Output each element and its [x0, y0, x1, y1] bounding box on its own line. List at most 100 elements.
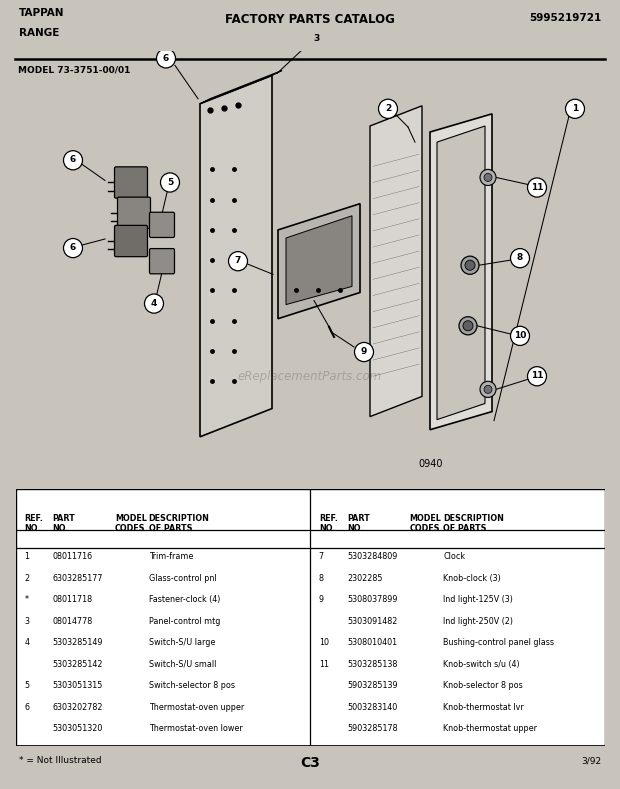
Text: *: *	[24, 595, 29, 604]
Circle shape	[161, 173, 180, 192]
Text: 08011716: 08011716	[53, 552, 93, 561]
Text: Glass-control pnl: Glass-control pnl	[149, 574, 216, 582]
Circle shape	[510, 249, 529, 267]
Text: 6: 6	[70, 243, 76, 252]
Circle shape	[144, 294, 164, 313]
Circle shape	[484, 385, 492, 394]
Text: Panel-control mtg: Panel-control mtg	[149, 616, 220, 626]
Text: RANGE: RANGE	[19, 28, 59, 38]
Text: TAPPAN: TAPPAN	[19, 8, 64, 17]
Text: 08011718: 08011718	[53, 595, 93, 604]
Polygon shape	[286, 215, 352, 305]
Text: Trim-frame: Trim-frame	[149, 552, 193, 561]
Text: 9: 9	[361, 347, 367, 356]
Circle shape	[565, 99, 585, 118]
Text: PART
NO.: PART NO.	[53, 514, 76, 533]
Text: Switch-S/U large: Switch-S/U large	[149, 638, 215, 647]
FancyBboxPatch shape	[115, 166, 148, 198]
FancyBboxPatch shape	[115, 226, 148, 256]
Text: 8: 8	[517, 253, 523, 263]
Text: DESCRIPTION
OF PARTS: DESCRIPTION OF PARTS	[149, 514, 210, 533]
Text: 5: 5	[24, 681, 30, 690]
Text: 4: 4	[151, 299, 157, 308]
Text: 1: 1	[24, 552, 29, 561]
FancyBboxPatch shape	[149, 212, 174, 237]
FancyBboxPatch shape	[149, 249, 174, 274]
Text: 5903285178: 5903285178	[347, 724, 398, 733]
Polygon shape	[200, 76, 272, 437]
Text: 5303284809: 5303284809	[347, 552, 397, 561]
Text: Clock: Clock	[443, 552, 466, 561]
Text: 3: 3	[24, 616, 29, 626]
Text: 6303285177: 6303285177	[53, 574, 103, 582]
Text: Bushing-control panel glass: Bushing-control panel glass	[443, 638, 554, 647]
Text: 5003283140: 5003283140	[347, 702, 397, 712]
Text: 9: 9	[319, 595, 324, 604]
Text: 11: 11	[319, 660, 329, 668]
Text: MODEL
CODES: MODEL CODES	[409, 514, 441, 533]
Circle shape	[528, 367, 546, 386]
Text: 11: 11	[531, 372, 543, 380]
Text: 08014778: 08014778	[53, 616, 93, 626]
Text: eReplacementParts.com: eReplacementParts.com	[238, 370, 382, 383]
Circle shape	[461, 256, 479, 275]
Text: REF.
NO.: REF. NO.	[24, 514, 43, 533]
Text: 7: 7	[319, 552, 324, 561]
Text: FACTORY PARTS CATALOG: FACTORY PARTS CATALOG	[225, 13, 395, 26]
Text: 8: 8	[319, 574, 324, 582]
Text: MODEL
CODES: MODEL CODES	[115, 514, 147, 533]
Text: 4: 4	[24, 638, 29, 647]
Circle shape	[355, 342, 373, 361]
Circle shape	[63, 238, 82, 258]
Circle shape	[484, 174, 492, 181]
Text: Knob-selector 8 pos: Knob-selector 8 pos	[443, 681, 523, 690]
Text: C3: C3	[300, 757, 320, 770]
Text: 5903285139: 5903285139	[347, 681, 398, 690]
Text: 10: 10	[319, 638, 329, 647]
Text: 5303285138: 5303285138	[347, 660, 397, 668]
Circle shape	[463, 321, 473, 331]
Circle shape	[480, 381, 496, 398]
Circle shape	[465, 260, 475, 271]
Text: 6: 6	[24, 702, 29, 712]
Text: 11: 11	[531, 183, 543, 192]
Text: 5303285149: 5303285149	[53, 638, 103, 647]
Text: 7: 7	[235, 256, 241, 265]
Circle shape	[510, 327, 529, 346]
Text: REF.
NO.: REF. NO.	[319, 514, 338, 533]
Text: Switch-selector 8 pos: Switch-selector 8 pos	[149, 681, 235, 690]
Text: 3/92: 3/92	[582, 757, 601, 765]
Circle shape	[378, 99, 397, 118]
Text: 0940: 0940	[418, 459, 443, 469]
Circle shape	[229, 252, 247, 271]
Polygon shape	[278, 204, 360, 319]
Text: Fastener-clock (4): Fastener-clock (4)	[149, 595, 220, 604]
Text: Knob-clock (3): Knob-clock (3)	[443, 574, 501, 582]
Text: 10: 10	[514, 331, 526, 340]
Text: Switch-S/U small: Switch-S/U small	[149, 660, 216, 668]
Polygon shape	[430, 114, 492, 430]
Text: 5303091482: 5303091482	[347, 616, 397, 626]
Circle shape	[308, 29, 327, 49]
Text: 2: 2	[24, 574, 30, 582]
Text: 6: 6	[70, 155, 76, 164]
Text: Ind light-125V (3): Ind light-125V (3)	[443, 595, 513, 604]
Text: 6303202782: 6303202782	[53, 702, 103, 712]
Text: 5303285142: 5303285142	[53, 660, 103, 668]
Text: 5308037899: 5308037899	[347, 595, 397, 604]
Text: 1: 1	[572, 104, 578, 113]
Text: 2302285: 2302285	[347, 574, 383, 582]
Text: Thermostat-oven lower: Thermostat-oven lower	[149, 724, 242, 733]
Circle shape	[459, 316, 477, 335]
Text: Ind light-250V (2): Ind light-250V (2)	[443, 616, 513, 626]
Text: 3: 3	[314, 35, 320, 43]
Text: 5303051315: 5303051315	[53, 681, 103, 690]
Text: Knob-thermostat lvr: Knob-thermostat lvr	[443, 702, 524, 712]
Circle shape	[480, 170, 496, 185]
Text: MODEL 73-3751-00/01: MODEL 73-3751-00/01	[18, 65, 130, 74]
Polygon shape	[200, 70, 282, 104]
Circle shape	[156, 49, 175, 68]
Text: 6: 6	[163, 54, 169, 62]
Circle shape	[528, 178, 546, 197]
Text: Knob-thermostat upper: Knob-thermostat upper	[443, 724, 538, 733]
